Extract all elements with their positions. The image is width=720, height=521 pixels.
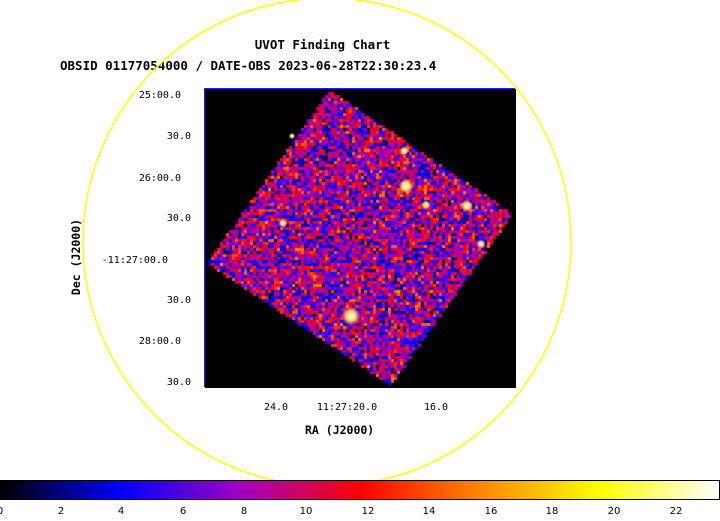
ra-tick-label: 16.0 bbox=[423, 402, 449, 413]
chart-title: UVOT Finding Chart bbox=[254, 37, 391, 52]
colorbar-tick-label: 2 bbox=[57, 506, 65, 517]
colorbar-tick-label: 6 bbox=[179, 506, 187, 517]
dec-tick-label: 30.0 bbox=[166, 295, 191, 306]
dec-tick-label: 26:00.0 bbox=[138, 173, 181, 184]
ra-tick-label: 11:27:20.0 bbox=[316, 402, 378, 413]
colorbar bbox=[0, 480, 720, 500]
colorbar-tick-label: 4 bbox=[117, 506, 125, 517]
colorbar-tick-label: 16 bbox=[484, 506, 498, 517]
dec-tick-label: 25:00.0 bbox=[138, 90, 181, 101]
colorbar-tick-label: 18 bbox=[545, 506, 559, 517]
dec-tick-label: 28:00.0 bbox=[138, 336, 181, 347]
colorbar-tick-label: 10 bbox=[299, 506, 313, 517]
dec-tick-label: 30.0 bbox=[166, 131, 191, 142]
sky-image-panel bbox=[204, 88, 516, 388]
colorbar-tick-label: 22 bbox=[669, 506, 683, 517]
chart-subtitle: OBSID 01177054000 / DATE-OBS 2023-06-28T… bbox=[60, 58, 437, 73]
colorbar-tick-label: 14 bbox=[422, 506, 436, 517]
dec-tick-label: -11:27:00.0 bbox=[101, 255, 168, 266]
dec-tick-label: 30.0 bbox=[166, 213, 191, 224]
sky-image bbox=[205, 89, 516, 388]
dec-tick-label: 30.0 bbox=[166, 377, 191, 388]
ra-tick-label: 24.0 bbox=[263, 402, 289, 413]
colorbar-tick-label: 0 bbox=[0, 506, 15, 517]
x-axis-label: RA (J2000) bbox=[305, 423, 375, 437]
colorbar-tick-label: 20 bbox=[607, 506, 621, 517]
colorbar-tick-label: 8 bbox=[240, 506, 248, 517]
colorbar-tick-label: 12 bbox=[361, 506, 375, 517]
y-axis-label: Dec (J2000) bbox=[69, 218, 84, 296]
